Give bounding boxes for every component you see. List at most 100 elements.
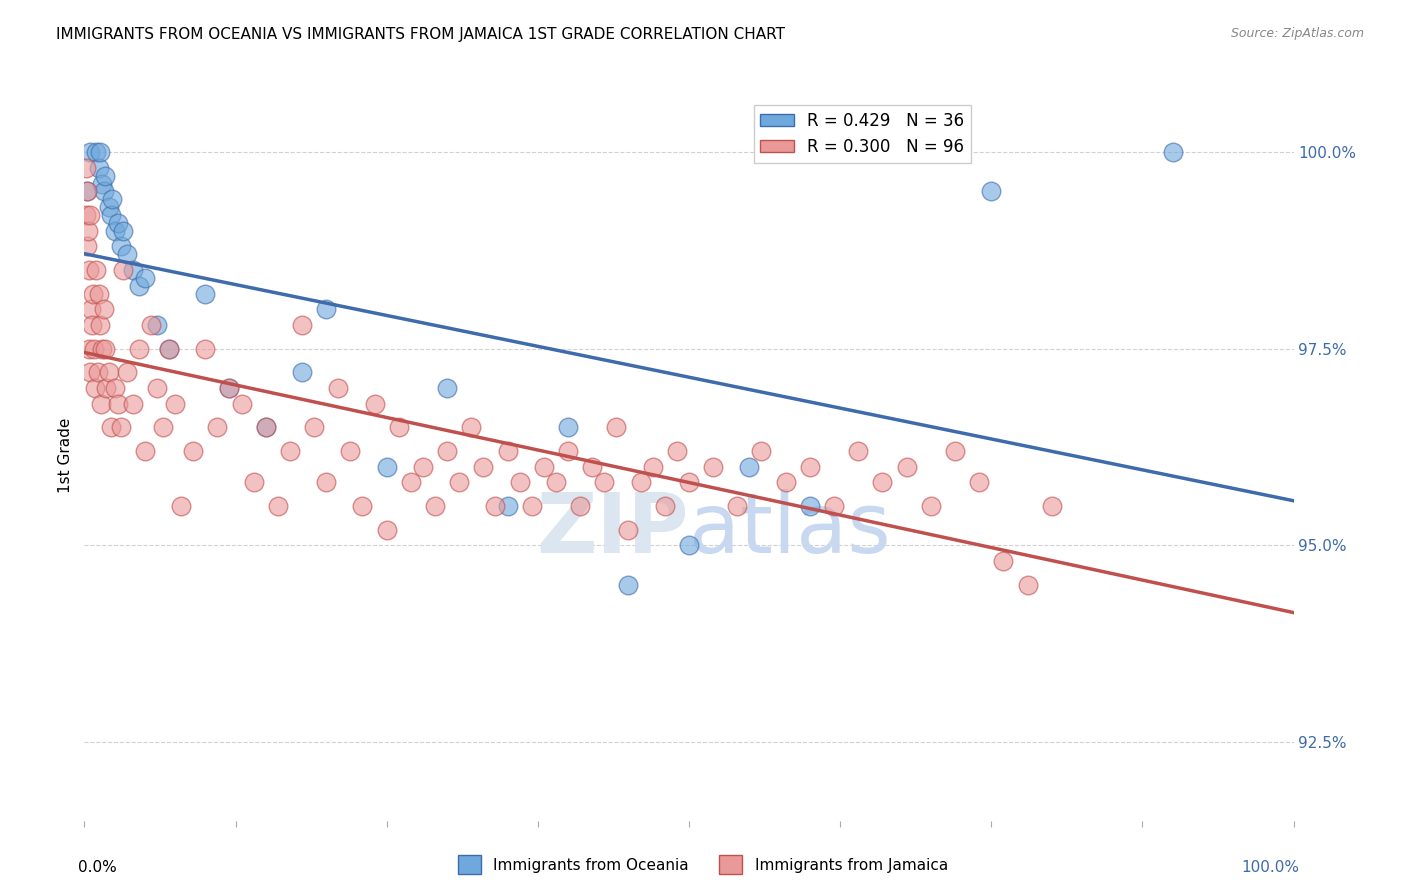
Point [449, 475, 471, 490]
Point [121, 263, 143, 277]
Point [194, 342, 217, 356]
Text: 100.0%: 100.0% [1241, 860, 1299, 875]
Point [82, 286, 104, 301]
Point [436, 381, 458, 395]
Point [134, 444, 156, 458]
Point [110, 239, 132, 253]
Point [738, 459, 761, 474]
Point [91, 177, 114, 191]
Point [121, 397, 143, 411]
Point [110, 420, 132, 434]
Point [665, 444, 688, 458]
Point [83, 342, 105, 356]
Point [291, 365, 314, 379]
Point [87, 286, 110, 301]
Point [218, 381, 240, 395]
Point [872, 475, 894, 490]
Point [128, 278, 150, 293]
Point [194, 286, 217, 301]
Point [943, 444, 966, 458]
Point [93, 185, 115, 199]
Point [77, 224, 100, 238]
Point [291, 318, 314, 333]
Point [89, 318, 111, 333]
Point [896, 459, 918, 474]
Point [980, 185, 1002, 199]
Point [725, 499, 748, 513]
Point [352, 499, 374, 513]
Point [388, 420, 411, 434]
Point [152, 420, 174, 434]
Point [702, 459, 724, 474]
Point [115, 247, 138, 261]
Point [278, 444, 301, 458]
Point [76, 239, 98, 253]
Point [654, 499, 676, 513]
Point [375, 459, 398, 474]
Point [846, 444, 869, 458]
Point [1161, 145, 1184, 160]
Point [678, 538, 700, 552]
Point [76, 185, 98, 199]
Point [593, 475, 616, 490]
Legend: R = 0.429   N = 36, R = 0.300   N = 96: R = 0.429 N = 36, R = 0.300 N = 96 [754, 105, 970, 162]
Point [100, 208, 122, 222]
Point [328, 381, 350, 395]
Point [557, 444, 579, 458]
Point [496, 499, 519, 513]
Point [170, 499, 193, 513]
Point [79, 208, 101, 222]
Point [799, 499, 821, 513]
Point [107, 397, 129, 411]
Point [146, 318, 169, 333]
Point [678, 475, 700, 490]
Point [218, 381, 240, 395]
Point [1017, 577, 1039, 591]
Point [94, 342, 117, 356]
Point [97, 365, 120, 379]
Point [363, 397, 385, 411]
Point [617, 577, 640, 591]
Point [460, 420, 482, 434]
Point [157, 342, 180, 356]
Point [993, 554, 1015, 568]
Point [520, 499, 543, 513]
Point [254, 420, 277, 434]
Point [315, 475, 337, 490]
Y-axis label: 1st Grade: 1st Grade [58, 417, 73, 492]
Point [641, 459, 664, 474]
Point [1040, 499, 1063, 513]
Point [75, 208, 97, 222]
Point [90, 397, 112, 411]
Point [115, 365, 138, 379]
Point [75, 161, 97, 175]
Point [93, 302, 115, 317]
Point [84, 381, 107, 395]
Point [100, 420, 122, 434]
Point [97, 200, 120, 214]
Text: 0.0%: 0.0% [79, 860, 117, 875]
Point [101, 192, 124, 206]
Point [128, 342, 150, 356]
Point [533, 459, 555, 474]
Point [254, 420, 277, 434]
Point [339, 444, 361, 458]
Point [157, 342, 180, 356]
Point [112, 263, 135, 277]
Point [165, 397, 187, 411]
Point [86, 145, 108, 160]
Point [104, 224, 127, 238]
Point [139, 318, 162, 333]
Point [569, 499, 592, 513]
Point [80, 318, 103, 333]
Point [423, 499, 446, 513]
Point [94, 381, 117, 395]
Point [302, 420, 325, 434]
Point [80, 302, 103, 317]
Point [79, 365, 101, 379]
Point [751, 444, 773, 458]
Text: Source: ZipAtlas.com: Source: ZipAtlas.com [1230, 27, 1364, 40]
Point [581, 459, 603, 474]
Point [436, 444, 458, 458]
Text: atlas: atlas [689, 489, 890, 570]
